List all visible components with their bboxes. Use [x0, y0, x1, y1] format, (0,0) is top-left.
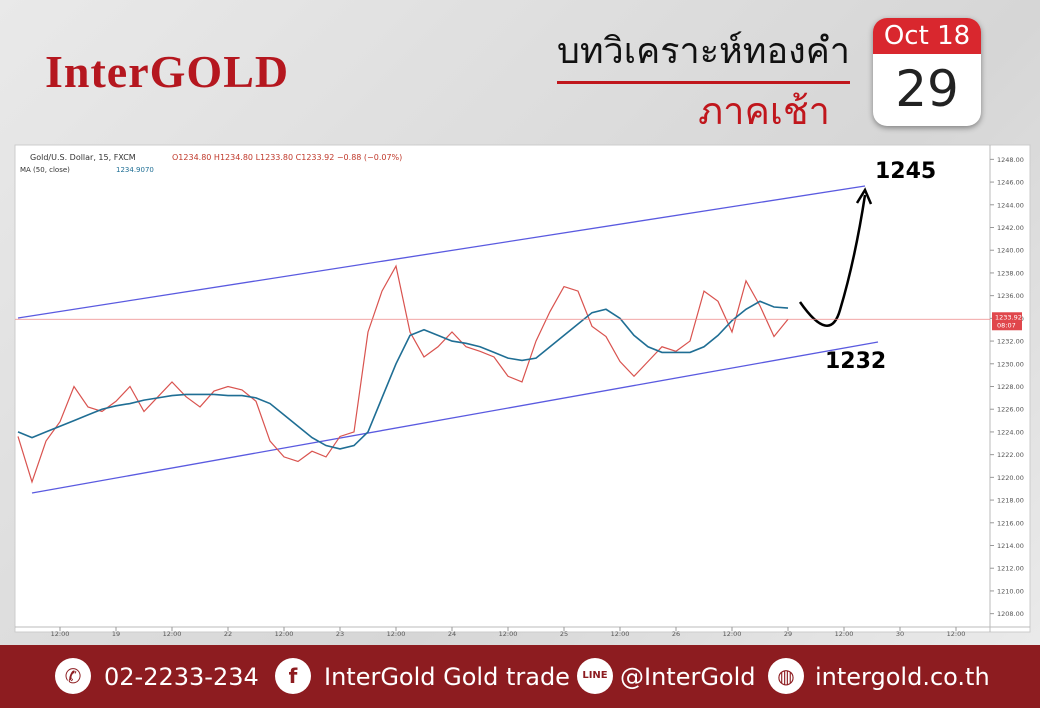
ma-legend: MA (50, close)	[20, 166, 70, 174]
x-tick-label: 25	[560, 630, 568, 638]
symbol: Gold/U.S. Dollar, 15, FXCM	[30, 153, 136, 162]
web-icon: ◍	[768, 658, 804, 694]
facebook-icon: f	[275, 658, 311, 694]
x-tick-label: 12:00	[723, 630, 742, 638]
ma-current: 1234.9070	[116, 166, 154, 174]
footer: ✆ 02-2233-234 f InterGold Gold trade LIN…	[0, 645, 1040, 708]
y-tick-label: 1210.00	[997, 587, 1024, 595]
x-tick-label: 26	[672, 630, 680, 638]
y-tick-label: 1218.00	[997, 497, 1024, 505]
price-line	[17, 264, 789, 484]
y-tick-label: 1238.00	[997, 269, 1024, 277]
target-label: 1245	[875, 159, 936, 184]
x-tick-label: 12:00	[51, 630, 70, 638]
y-tick-label: 1232.00	[997, 338, 1024, 346]
y-tick-label: 1224.00	[997, 428, 1024, 436]
y-tick-label: 1216.00	[997, 519, 1024, 527]
y-tick-label: 1222.00	[997, 451, 1024, 459]
y-tick-label: 1236.00	[997, 292, 1024, 300]
phone: 02-2233-234	[104, 663, 259, 691]
forecast-arrow	[798, 194, 867, 327]
y-tick-label: 1248.00	[997, 156, 1024, 164]
y-tick-label: 1242.00	[997, 224, 1024, 232]
y-tick-label: 1220.00	[997, 474, 1024, 482]
line-id: @InterGold	[620, 663, 756, 691]
x-tick-label: 12:00	[499, 630, 518, 638]
x-tick-label: 29	[784, 630, 792, 638]
x-tick-label: 23	[336, 630, 344, 638]
x-tick-label: 22	[224, 630, 232, 638]
y-tick-label: 1214.00	[997, 542, 1024, 550]
y-tick-label: 1240.00	[997, 247, 1024, 255]
quote: O1234.80 H1234.80 L1233.80 C1233.92 −0.8…	[172, 153, 402, 162]
phone-icon: ✆	[55, 658, 91, 694]
x-tick-label: 12:00	[275, 630, 294, 638]
x-tick-label: 19	[112, 630, 120, 638]
calendar-day: 29	[895, 60, 959, 118]
x-tick-label: 24	[448, 630, 456, 638]
last-time-label: 08:07	[997, 321, 1016, 329]
brand: InterGOLD	[45, 46, 290, 97]
ma-line	[17, 300, 789, 450]
y-tick-label: 1228.00	[997, 383, 1024, 391]
y-tick-label: 1230.00	[997, 360, 1024, 368]
x-tick-label: 30	[896, 630, 904, 638]
subtitle: ภาคเช้า	[698, 89, 830, 133]
channel-lower	[31, 341, 879, 494]
x-tick-label: 12:00	[163, 630, 182, 638]
line-icon: LINE	[577, 658, 613, 694]
chart-panel	[14, 144, 1031, 633]
x-tick-label: 12:00	[387, 630, 406, 638]
arrow-head	[855, 187, 873, 205]
y-tick-label: 1226.00	[997, 406, 1024, 414]
last-price-label: 1233.92	[995, 313, 1022, 321]
y-tick-label: 1244.00	[997, 201, 1024, 209]
x-tick-label: 12:00	[611, 630, 630, 638]
last-price-box	[992, 312, 1022, 331]
channel-upper	[17, 185, 866, 319]
website: intergold.co.th	[815, 663, 990, 691]
x-tick-label: 12:00	[947, 630, 966, 638]
calendar-month: Oct 18	[873, 18, 981, 54]
calendar: Oct 18 29	[873, 18, 981, 126]
x-tick-label: 12:00	[835, 630, 854, 638]
facebook: InterGold Gold trade	[324, 663, 570, 691]
y-tick-label: 1208.00	[997, 610, 1024, 618]
y-tick-label: 1246.00	[997, 179, 1024, 187]
support-label: 1232	[825, 349, 886, 374]
y-tick-label: 1212.00	[997, 565, 1024, 573]
chart: 1245 1232 Gold/U.S. Dollar, 15, FXCM O12…	[14, 144, 1031, 638]
title: บทวิเคราะห์ทองคำ	[556, 22, 850, 84]
